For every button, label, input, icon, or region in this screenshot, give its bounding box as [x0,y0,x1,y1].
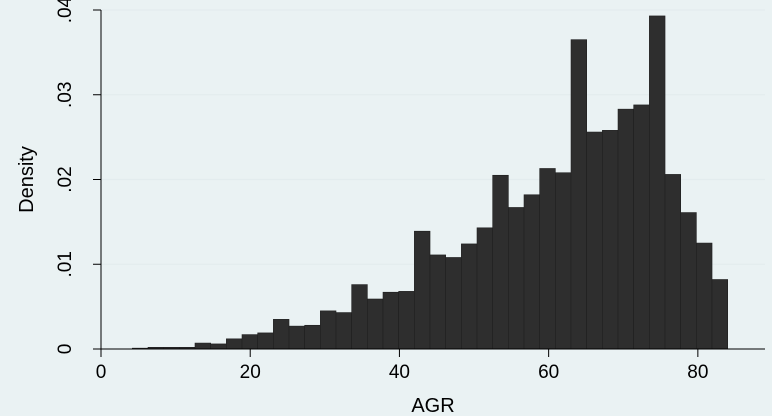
y-tick-label: .02 [55,166,76,192]
histogram-bar [476,227,493,350]
histogram-bar [226,338,243,350]
histogram-bar [320,310,337,350]
histogram-bar [382,291,399,350]
histogram-bar [273,319,290,350]
x-tick-label: 60 [538,362,559,383]
histogram-bar [367,298,384,350]
y-tick-label: .01 [55,251,76,277]
axes [93,9,765,357]
y-axis-title: Density [16,146,38,213]
histogram-bar [633,104,650,350]
histogram-bar [523,194,540,350]
histogram-bar [461,243,478,350]
histogram-bar [210,343,227,350]
histogram-bar [194,342,211,350]
histogram-bar [649,15,666,350]
x-tick-label: 20 [240,362,261,383]
histogram-bar [664,174,681,350]
histogram-bar [429,254,446,350]
x-tick-labels: 0 20 40 60 80 [96,362,709,383]
histogram-bar [570,39,587,350]
y-tick-label: .04 [55,0,76,23]
histogram-bar [696,242,713,350]
histogram-bar [398,291,415,350]
histogram-bar [335,312,352,350]
histogram-bar [555,172,572,350]
histogram-bars [132,15,728,350]
x-tick-label: 80 [687,362,708,383]
histogram-bar [351,284,368,350]
histogram-bar [241,334,258,350]
histogram-bar [586,131,603,350]
y-tick-labels: 0 .01 .02 .03 .04 [55,0,76,354]
histogram-bar [680,212,697,350]
histogram-bar [602,130,619,350]
histogram-bar [445,257,462,350]
y-tick-label: 0 [55,344,76,355]
histogram-bar [304,324,321,350]
x-tick-label: 40 [389,362,410,383]
histogram-bar [617,108,634,350]
histogram-bar [492,174,509,350]
histogram-bar [539,168,556,350]
x-axis-title: AGR [411,395,454,416]
histogram-bar [508,207,525,350]
histogram-bar [257,332,274,350]
y-tick-label: .03 [55,82,76,108]
histogram-bar [711,279,728,350]
histogram-bar [414,230,431,350]
histogram-bar [288,325,305,350]
x-tick-label: 0 [96,362,107,383]
